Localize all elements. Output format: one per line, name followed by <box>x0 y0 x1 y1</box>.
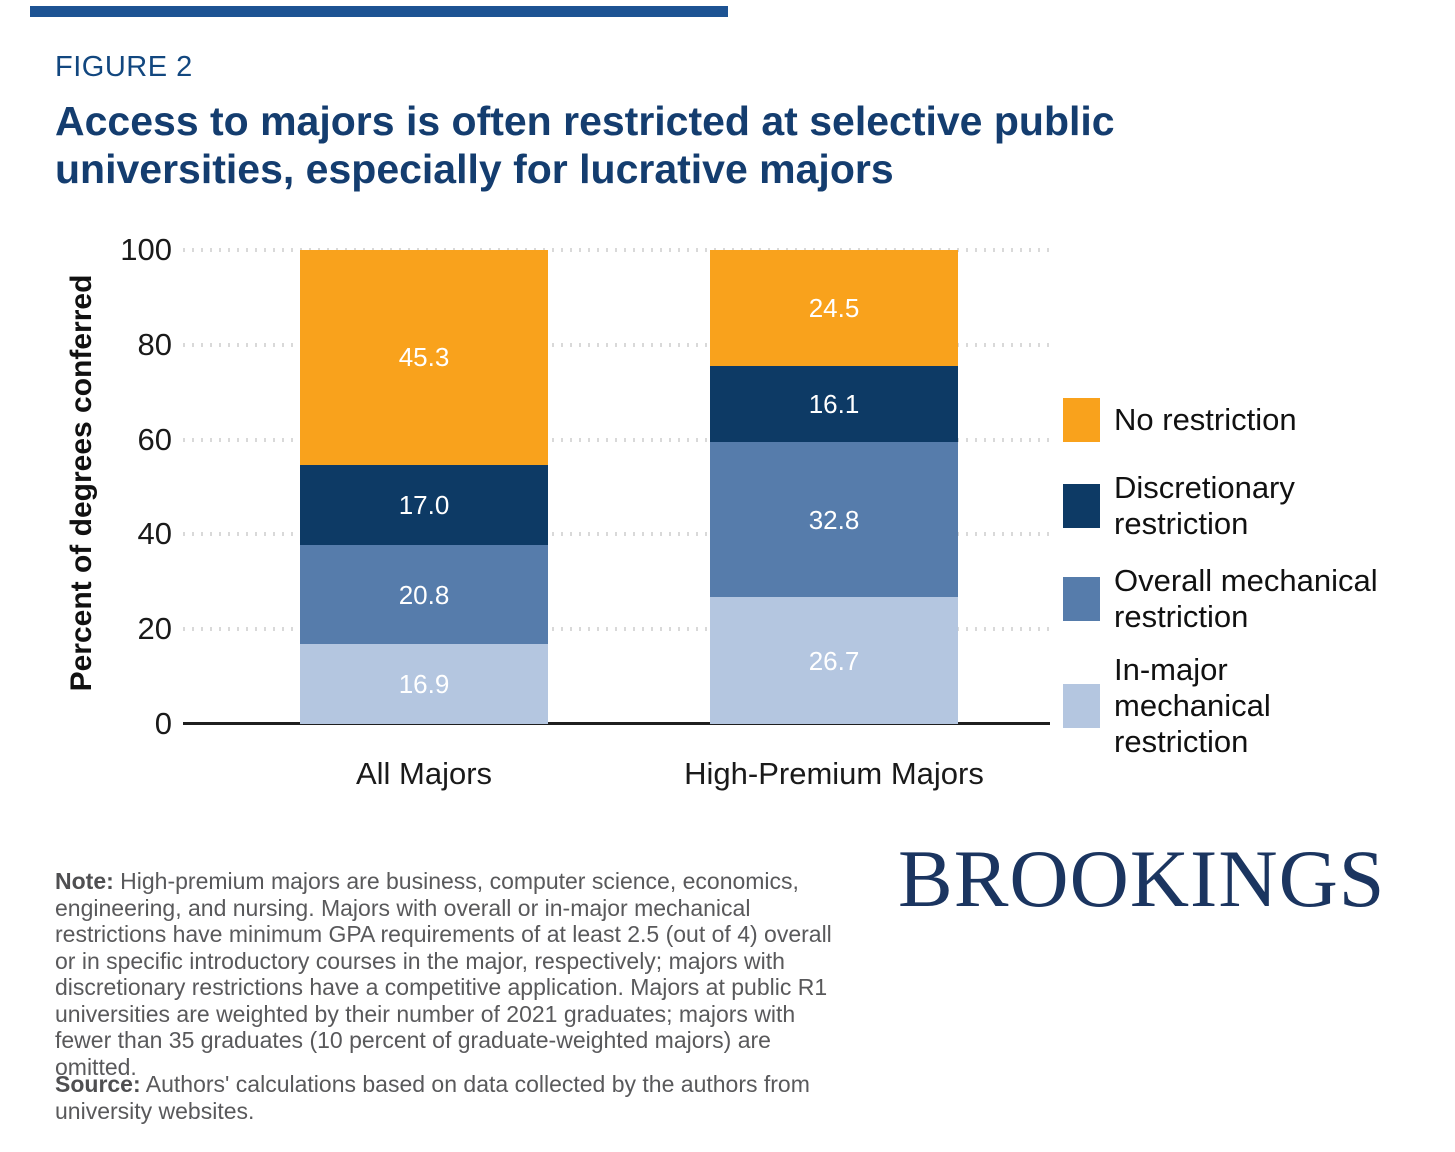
figure-title-line2: universities, especially for lucrative m… <box>55 146 894 192</box>
note-text: Note: High-premium majors are business, … <box>55 868 832 1080</box>
bar-value-label: 16.1 <box>808 388 860 419</box>
figure-title-line1: Access to majors is often restricted at … <box>55 98 1115 144</box>
legend-label-line: Overall mechanical <box>1114 563 1378 598</box>
bar-segment <box>710 365 958 442</box>
legend-item: No restriction <box>1063 398 1297 442</box>
legend-label-line: restriction <box>1114 599 1249 634</box>
legend-item: In-major mechanical restriction <box>1063 652 1271 760</box>
y-tick-label: 20 <box>137 611 172 647</box>
figure-title: Access to majors is often restricted at … <box>55 97 1115 193</box>
y-tick-label: 60 <box>137 421 172 457</box>
y-axis-title: Percent of degrees conferred <box>65 274 98 692</box>
brookings-logo: BROOKINGS <box>898 833 1386 924</box>
legend-label: Overall mechanical restriction <box>1114 563 1378 635</box>
legend-label-line: mechanical <box>1114 688 1271 723</box>
legend-swatch <box>1063 484 1100 528</box>
note-label: Note: <box>55 868 114 894</box>
bar-segment <box>300 545 548 644</box>
legend-label-line: Discretionary <box>1114 470 1295 505</box>
y-tick-label: 80 <box>137 326 172 362</box>
legend-label-line: In-major <box>1114 652 1228 687</box>
bar-segment <box>710 597 958 724</box>
bar-segment <box>300 643 548 724</box>
legend-label: In-major mechanical restriction <box>1114 652 1271 760</box>
gridline <box>183 342 1050 347</box>
y-tick-label: 40 <box>137 516 172 552</box>
gridline <box>183 437 1050 442</box>
y-tick-label: 0 <box>154 706 172 741</box>
source-text: Source: Authors' calculations based on d… <box>55 1071 810 1124</box>
bar-value-label: 32.8 <box>808 504 860 535</box>
legend-item: Discretionary restriction <box>1063 470 1295 542</box>
figure-number-label: FIGURE 2 <box>55 51 193 83</box>
x-category-label: All Majors <box>355 756 493 791</box>
bar-segment <box>300 464 548 546</box>
bar-segment <box>710 249 958 366</box>
source-label: Source: <box>55 1071 141 1097</box>
bar-segment <box>300 250 548 465</box>
accent-top-bar <box>30 6 728 17</box>
x-category-label: High-Premium Majors <box>684 756 984 791</box>
legend-label-line: restriction <box>1114 506 1249 541</box>
legend-item: Overall mechanical restriction <box>1063 563 1378 635</box>
x-axis-line <box>183 722 1050 725</box>
bar-value-label: 26.7 <box>808 645 860 676</box>
legend-label-line: No restriction <box>1114 402 1297 437</box>
bar-value-label: 16.9 <box>398 668 450 699</box>
bar-value-label: 20.8 <box>398 579 450 610</box>
gridline <box>183 532 1050 537</box>
bar-value-label: 24.5 <box>808 292 860 323</box>
legend-label: No restriction <box>1114 402 1297 438</box>
legend-swatch <box>1063 398 1100 442</box>
legend-swatch <box>1063 684 1100 728</box>
legend-label-line: restriction <box>1114 724 1249 759</box>
legend-swatch <box>1063 577 1100 621</box>
bar-value-label: 17.0 <box>398 490 450 520</box>
bar-value-label: 45.3 <box>398 342 450 373</box>
gridline <box>183 248 1050 252</box>
gridline <box>183 627 1050 632</box>
bar-segment <box>710 441 958 598</box>
legend-label: Discretionary restriction <box>1114 470 1295 542</box>
y-tick-label: 100 <box>120 232 172 267</box>
